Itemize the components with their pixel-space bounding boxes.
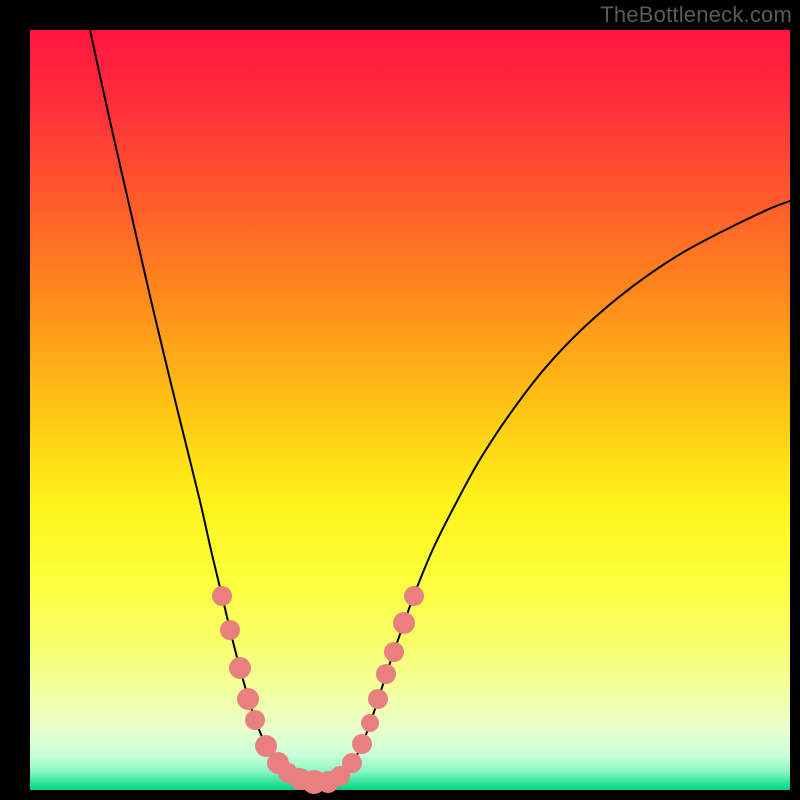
data-marker xyxy=(212,586,232,606)
chart-frame: TheBottleneck.com xyxy=(0,0,800,800)
data-marker xyxy=(229,657,251,679)
bottleneck-curve xyxy=(90,30,790,782)
data-marker xyxy=(342,753,362,773)
curve-layer xyxy=(30,30,790,790)
plot-area xyxy=(30,30,790,790)
watermark-text: TheBottleneck.com xyxy=(600,2,792,28)
data-marker xyxy=(376,664,396,684)
data-marker xyxy=(384,642,404,662)
data-marker xyxy=(404,586,424,606)
data-marker xyxy=(352,734,372,754)
data-marker xyxy=(237,688,259,710)
data-marker xyxy=(393,612,415,634)
data-marker xyxy=(220,620,240,640)
data-marker xyxy=(245,710,265,730)
data-marker xyxy=(368,689,388,709)
data-marker xyxy=(361,714,379,732)
